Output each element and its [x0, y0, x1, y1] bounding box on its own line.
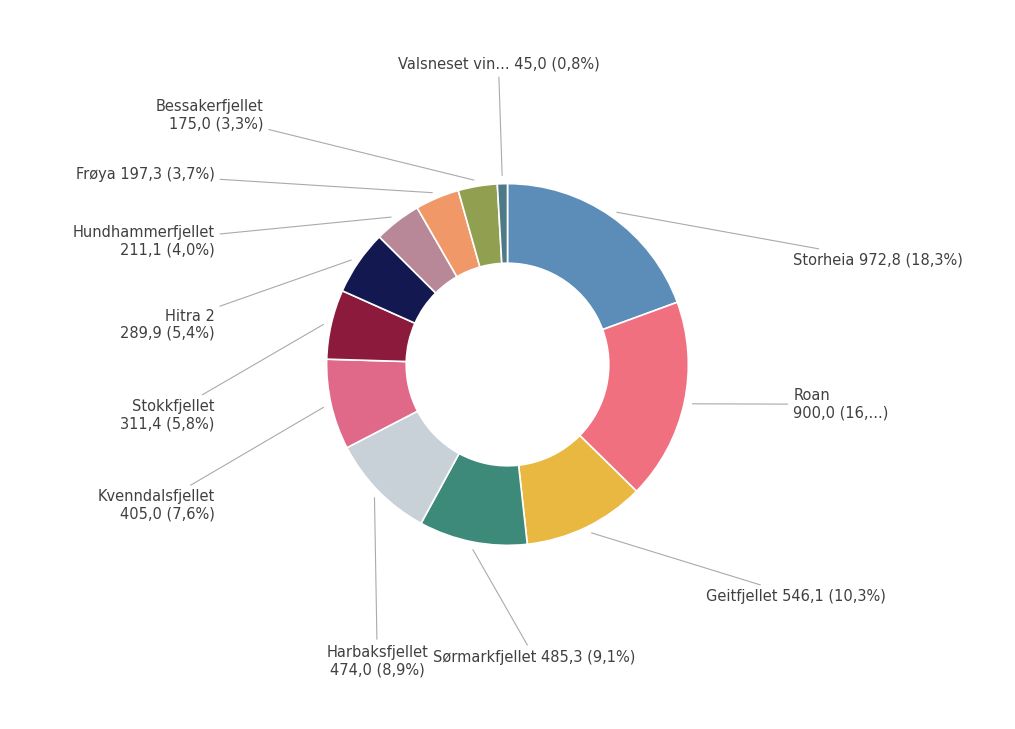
Text: Kvenndalsfjellet
405,0 (7,6%): Kvenndalsfjellet 405,0 (7,6%)	[97, 408, 324, 522]
Wedge shape	[347, 411, 459, 523]
Text: Roan
900,0 (16,...): Roan 900,0 (16,...)	[692, 388, 889, 421]
Wedge shape	[342, 237, 435, 323]
Wedge shape	[519, 435, 636, 545]
Wedge shape	[421, 453, 528, 545]
Text: Hundhammerfjellet
211,1 (4,0%): Hundhammerfjellet 211,1 (4,0%)	[72, 217, 391, 258]
Text: Frøya 197,3 (3,7%): Frøya 197,3 (3,7%)	[76, 167, 432, 192]
Text: Sørmarkfjellet 485,3 (9,1%): Sørmarkfjellet 485,3 (9,1%)	[433, 550, 635, 666]
Text: Geitfjellet 546,1 (10,3%): Geitfjellet 546,1 (10,3%)	[592, 533, 886, 604]
Text: Harbaksfjellet
474,0 (8,9%): Harbaksfjellet 474,0 (8,9%)	[327, 498, 428, 677]
Text: Bessakerfjellet
175,0 (3,3%): Bessakerfjellet 175,0 (3,3%)	[155, 98, 474, 180]
Text: Storheia 972,8 (18,3%): Storheia 972,8 (18,3%)	[617, 212, 963, 267]
Text: Stokkfjellet
311,4 (5,8%): Stokkfjellet 311,4 (5,8%)	[120, 324, 324, 432]
Wedge shape	[580, 303, 688, 491]
Wedge shape	[380, 208, 457, 293]
Wedge shape	[327, 359, 417, 448]
Wedge shape	[417, 190, 480, 277]
Text: Hitra 2
289,9 (5,4%): Hitra 2 289,9 (5,4%)	[120, 260, 351, 341]
Wedge shape	[497, 184, 508, 263]
Text: Valsneset vin... 45,0 (0,8%): Valsneset vin... 45,0 (0,8%)	[398, 57, 599, 176]
Wedge shape	[508, 184, 677, 330]
Wedge shape	[327, 291, 415, 362]
Wedge shape	[458, 184, 501, 267]
